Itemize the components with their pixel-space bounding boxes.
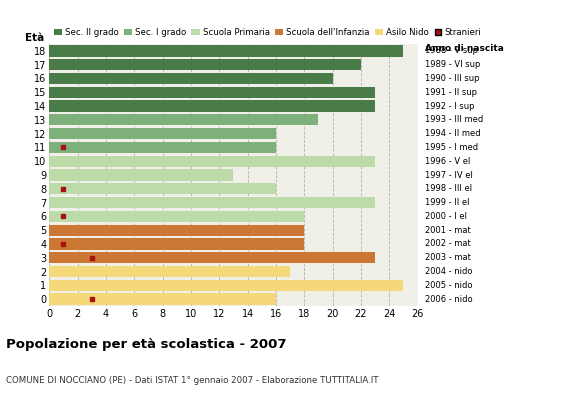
Text: 2006 - nido: 2006 - nido xyxy=(425,295,472,304)
Bar xyxy=(49,224,304,236)
Bar xyxy=(49,238,304,250)
Text: 1999 - II el: 1999 - II el xyxy=(425,198,469,207)
Bar xyxy=(49,59,361,70)
Text: 1997 - IV el: 1997 - IV el xyxy=(425,170,473,180)
Bar xyxy=(49,128,276,139)
Text: COMUNE DI NOCCIANO (PE) - Dati ISTAT 1° gennaio 2007 - Elaborazione TUTTITALIA.I: COMUNE DI NOCCIANO (PE) - Dati ISTAT 1° … xyxy=(6,376,378,385)
Bar xyxy=(49,87,375,98)
Bar xyxy=(49,156,375,167)
Text: 1998 - III el: 1998 - III el xyxy=(425,184,472,193)
Text: 1988 - V sup: 1988 - V sup xyxy=(425,46,477,55)
Text: 2003 - mat: 2003 - mat xyxy=(425,253,470,262)
Text: 1989 - VI sup: 1989 - VI sup xyxy=(425,60,480,69)
Bar xyxy=(49,45,404,56)
Text: 1992 - I sup: 1992 - I sup xyxy=(425,102,474,110)
Bar xyxy=(49,252,375,263)
Bar xyxy=(49,211,304,222)
Bar xyxy=(49,100,375,112)
Text: 2001 - mat: 2001 - mat xyxy=(425,226,470,235)
Text: 1993 - III med: 1993 - III med xyxy=(425,115,483,124)
Bar xyxy=(49,266,290,277)
Text: 2002 - mat: 2002 - mat xyxy=(425,240,470,248)
Bar xyxy=(49,280,404,291)
Bar xyxy=(49,169,233,181)
Text: 2004 - nido: 2004 - nido xyxy=(425,267,472,276)
Legend: Sec. II grado, Sec. I grado, Scuola Primaria, Scuola dell'Infanzia, Asilo Nido, : Sec. II grado, Sec. I grado, Scuola Prim… xyxy=(53,28,481,37)
Bar xyxy=(49,73,332,84)
Text: 1994 - II med: 1994 - II med xyxy=(425,129,480,138)
Text: 1996 - V el: 1996 - V el xyxy=(425,157,470,166)
Bar xyxy=(49,197,375,208)
Text: Età: Età xyxy=(26,33,45,43)
Bar xyxy=(49,183,276,194)
Text: 1995 - I med: 1995 - I med xyxy=(425,143,478,152)
Text: 2005 - nido: 2005 - nido xyxy=(425,281,472,290)
Bar xyxy=(49,114,318,126)
Text: 2000 - I el: 2000 - I el xyxy=(425,212,466,221)
Text: 1990 - III sup: 1990 - III sup xyxy=(425,74,479,83)
Text: 1991 - II sup: 1991 - II sup xyxy=(425,88,477,97)
Text: Popolazione per età scolastica - 2007: Popolazione per età scolastica - 2007 xyxy=(6,338,287,351)
Bar xyxy=(49,142,276,153)
Text: Anno di nascita: Anno di nascita xyxy=(425,44,503,53)
Bar xyxy=(49,294,276,305)
